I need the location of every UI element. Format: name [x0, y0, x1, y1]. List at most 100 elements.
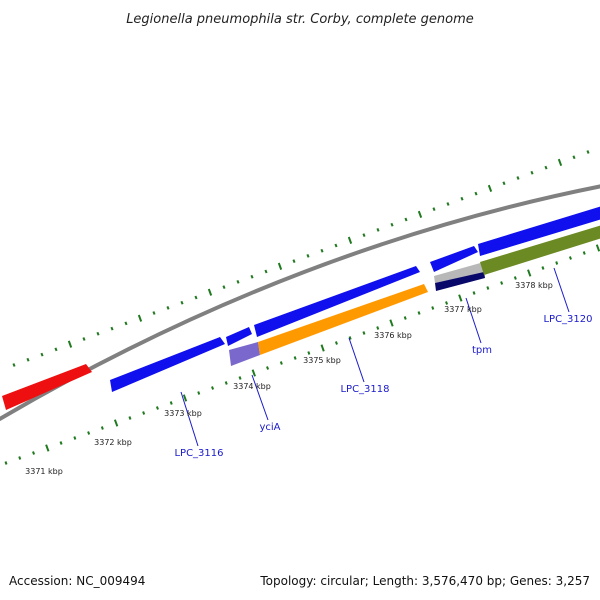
inner-tick-minor	[445, 301, 449, 305]
inner-tick-minor	[362, 331, 366, 335]
outer-tick-minor	[334, 243, 338, 248]
inner-tick-minor	[279, 361, 283, 365]
inner-tick-minor	[500, 281, 504, 285]
outer-tick-minor	[166, 306, 170, 310]
gene-label-tpm[interactable]: tpm	[472, 345, 492, 356]
inner-tick-minor	[73, 436, 77, 440]
tick-label-3376: 3376 kbp	[374, 331, 412, 340]
inner-tick-major	[320, 344, 325, 352]
feature-blue-lpc3120[interactable]	[478, 206, 600, 256]
gene-label-lpc3120[interactable]: LPC_3120	[543, 314, 592, 325]
inner-tick-minor	[211, 386, 215, 390]
outer-tick-major	[67, 340, 73, 348]
outer-tick-minor	[516, 176, 520, 180]
inner-tick-minor	[513, 276, 517, 280]
outer-tick-minor	[446, 202, 450, 206]
outer-tick-minor	[572, 155, 576, 160]
outer-tick-minor	[180, 300, 184, 305]
inner-tick-minor	[348, 336, 352, 340]
outer-tick-minor	[376, 228, 380, 232]
outer-tick-minor	[124, 321, 128, 326]
feature-navy-tpm[interactable]	[435, 272, 485, 291]
inner-tick-minor	[417, 311, 421, 315]
inner-tick-minor	[100, 426, 104, 430]
inner-tick-minor	[18, 456, 22, 460]
outer-tick-minor	[292, 259, 296, 263]
outer-tick-major	[137, 314, 143, 322]
inner-tick-minor	[155, 406, 159, 410]
gene-label-lpc3116[interactable]: LPC_3116	[174, 448, 223, 459]
inner-tick-minor	[293, 356, 297, 360]
outer-tick-minor	[40, 352, 44, 357]
inner-tick-minor	[59, 441, 63, 445]
inner-tick-minor	[431, 306, 435, 310]
outer-tick-row	[12, 150, 590, 367]
inner-tick-minor	[568, 256, 572, 260]
leader-lpc3120	[553, 267, 570, 313]
inner-tick-major	[45, 444, 50, 452]
outer-tick-minor	[236, 280, 240, 284]
outer-tick-minor	[82, 337, 86, 341]
gene-label-lpc3118[interactable]: LPC_3118	[340, 384, 389, 395]
inner-tick-minor	[334, 341, 338, 345]
outer-tick-minor	[222, 285, 226, 289]
inner-tick-minor	[555, 261, 559, 265]
outer-tick-minor	[432, 207, 436, 211]
tick-label-3377: 3377 kbp	[444, 305, 482, 314]
inner-tick-minor	[197, 391, 201, 395]
outer-tick-major	[207, 288, 213, 296]
inner-tick-major	[595, 244, 600, 252]
inner-tick-row	[4, 244, 600, 465]
outer-tick-minor	[110, 326, 114, 331]
outer-tick-minor	[544, 165, 548, 170]
tick-label-3371: 3371 kbp	[25, 467, 63, 476]
outer-tick-minor	[390, 222, 394, 227]
feature-red[interactable]	[2, 364, 92, 410]
tick-label-3372: 3372 kbp	[94, 438, 132, 447]
outer-tick-minor	[250, 274, 254, 279]
leader-lpc3118	[348, 337, 365, 383]
feature-blue-ycia[interactable]	[226, 327, 252, 346]
inner-tick-minor	[142, 411, 146, 415]
feature-blue-lpc3118[interactable]	[254, 266, 420, 337]
inner-tick-minor	[4, 461, 8, 465]
outer-tick-minor	[320, 248, 324, 253]
outer-tick-minor	[474, 191, 478, 196]
outer-tick-minor	[404, 217, 408, 222]
outer-tick-major	[487, 184, 493, 192]
feature-blue-lpc3116[interactable]	[110, 337, 225, 392]
leader-ycia	[251, 374, 269, 421]
map-title: Legionella pneumophila str. Corby, compl…	[126, 12, 474, 27]
outer-tick-minor	[586, 150, 590, 154]
inner-tick-minor	[582, 251, 586, 255]
inner-tick-minor	[472, 291, 476, 295]
inner-tick-minor	[266, 366, 270, 370]
outer-tick-major	[347, 236, 353, 244]
inner-tick-minor	[128, 416, 132, 420]
inner-tick-minor	[87, 431, 91, 435]
outer-tick-minor	[362, 233, 366, 237]
inner-tick-minor	[541, 266, 545, 270]
inner-tick-minor	[376, 326, 380, 330]
feature-olive-lpc3120[interactable]	[480, 225, 600, 275]
tick-label-3378: 3378 kbp	[515, 281, 553, 290]
feature-lavender-ycia[interactable]	[229, 342, 260, 366]
genome-backbone	[0, 184, 600, 422]
inner-tick-minor	[307, 351, 311, 355]
feature-orange-lpc3118[interactable]	[258, 284, 428, 355]
outer-tick-minor	[26, 357, 30, 362]
tick-label-3373: 3373 kbp	[164, 409, 202, 418]
outer-tick-minor	[152, 311, 156, 315]
feature-blue-tpm[interactable]	[430, 246, 478, 272]
gene-label-ycia[interactable]: yciA	[259, 422, 280, 433]
inner-tick-major	[527, 269, 532, 277]
leader-tpm	[465, 297, 482, 344]
inner-tick-minor	[403, 316, 407, 320]
inner-tick-major	[389, 319, 394, 327]
inner-tick-minor	[169, 401, 173, 405]
feature-grey-tpm[interactable]	[434, 262, 486, 283]
inner-tick-major	[113, 419, 119, 427]
outer-tick-major	[277, 262, 283, 270]
inner-tick-minor	[224, 381, 228, 385]
